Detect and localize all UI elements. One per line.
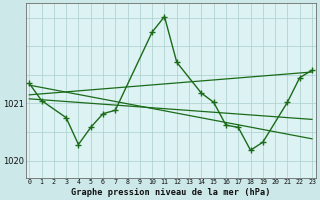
X-axis label: Graphe pression niveau de la mer (hPa): Graphe pression niveau de la mer (hPa)	[71, 188, 270, 197]
